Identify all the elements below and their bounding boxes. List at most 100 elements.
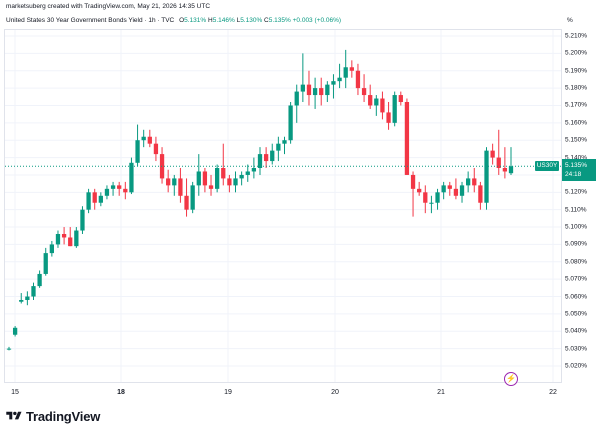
candle [19, 293, 24, 304]
chart-pane[interactable] [4, 29, 562, 383]
candle-body [172, 178, 177, 186]
candle [55, 230, 61, 248]
chart-credit: marketsuberg created with TradingView.co… [6, 3, 211, 10]
candle [233, 171, 238, 193]
y-tick-label: 5.160% [565, 119, 588, 127]
x-tick-label: 15 [11, 389, 19, 396]
open-label: O [179, 17, 185, 24]
candle [472, 168, 477, 193]
candle-body [110, 185, 116, 189]
candle-body [496, 157, 501, 168]
candle-body [37, 273, 42, 287]
candle [25, 291, 30, 306]
candle [245, 164, 250, 182]
candle [110, 181, 116, 196]
candle [343, 49, 348, 89]
low-label: L [236, 17, 241, 24]
candle-body [325, 84, 330, 96]
high-label: H [208, 17, 213, 24]
ohlc-values: O5.131% H5.146% L5.130% C5.135% +0.003 (… [179, 17, 341, 24]
candle [80, 206, 85, 234]
candle-body [361, 88, 367, 96]
candle [508, 147, 514, 175]
y-tick-label: 5.120% [565, 188, 588, 196]
candle-body [429, 202, 434, 204]
candle [392, 91, 397, 127]
candle-body [178, 178, 183, 196]
candle [319, 77, 324, 106]
candle [74, 227, 79, 248]
low-value: 5.130% [240, 17, 263, 24]
y-tick-label: 5.170% [565, 101, 588, 109]
candle [184, 178, 189, 217]
y-tick-label: 5.210% [565, 32, 588, 40]
high-value: 5.146% [212, 17, 235, 24]
candle-body [86, 192, 91, 210]
candle-body [159, 154, 165, 179]
candle-body [43, 253, 48, 274]
change-value: +0.003 (+0.06%) [292, 17, 342, 24]
candle-body [508, 166, 514, 174]
candle-body [166, 178, 171, 186]
candle-body [294, 91, 299, 106]
candle [349, 60, 354, 78]
candle-body [25, 296, 30, 300]
candle [496, 129, 501, 175]
candle-body [349, 67, 354, 71]
candle-body [423, 192, 428, 203]
candle-body [184, 195, 189, 210]
candle-body [263, 154, 269, 162]
candle-body [368, 95, 373, 106]
axis-unit: % [567, 17, 573, 24]
candle-body [80, 209, 85, 231]
candle-body [490, 150, 495, 158]
candle-body [306, 84, 312, 96]
candle [368, 84, 373, 109]
symbol-header: United States 30 Year Government Bonds Y… [6, 17, 341, 24]
candle [251, 157, 257, 179]
candle [404, 98, 410, 175]
close-value: 5.135% [268, 17, 291, 24]
y-tick-label: 5.060% [565, 293, 588, 301]
candle-body [484, 150, 489, 203]
candle-body [221, 168, 226, 179]
y-tick-label: 5.030% [565, 345, 588, 353]
candle-body [190, 185, 195, 210]
candle [453, 178, 459, 200]
candle-body [257, 154, 263, 168]
candle [123, 181, 128, 200]
candle [484, 147, 489, 210]
candle-body [386, 112, 391, 123]
candle [178, 168, 183, 203]
candle [239, 171, 244, 186]
y-tick-label: 5.080% [565, 258, 588, 266]
last-price-value: 5.135% [565, 162, 588, 169]
y-tick-label: 5.110% [565, 206, 587, 214]
x-tick-label: 22 [549, 389, 557, 396]
x-tick-label: 18 [117, 389, 125, 396]
candle-body [61, 234, 67, 238]
candle [355, 63, 361, 96]
candle [31, 282, 36, 300]
candle [429, 195, 434, 214]
candle [215, 164, 220, 193]
candle-body [319, 88, 324, 96]
candle [92, 188, 97, 210]
candle-body [466, 178, 471, 186]
candle-body [472, 178, 477, 186]
candle [6, 346, 12, 351]
candle [12, 326, 18, 337]
x-tick-label: 20 [331, 389, 339, 396]
candle [61, 227, 67, 245]
x-tick-label: 19 [224, 389, 232, 396]
candle-body [202, 171, 208, 186]
candle-body [337, 77, 342, 82]
candle [257, 147, 263, 175]
candle-body [447, 185, 452, 189]
candle [294, 84, 299, 123]
y-tick-label: 5.140% [565, 154, 588, 162]
lightning-icon[interactable]: ⚡ [504, 372, 518, 386]
close-label: C [264, 17, 269, 24]
candle-body [239, 174, 244, 179]
candle-body [300, 84, 305, 92]
